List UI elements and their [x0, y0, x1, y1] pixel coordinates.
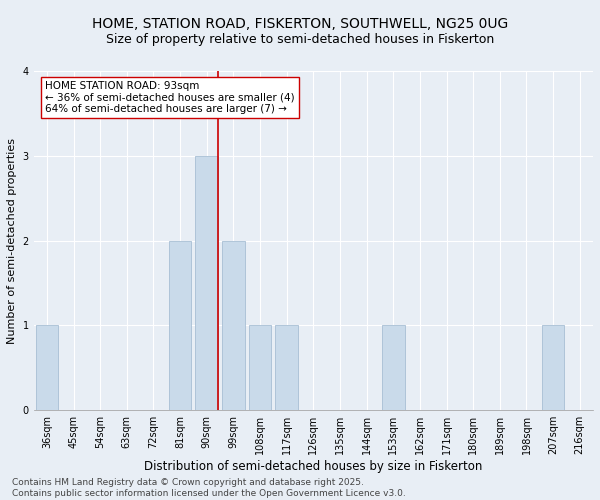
Text: Size of property relative to semi-detached houses in Fiskerton: Size of property relative to semi-detach… — [106, 32, 494, 46]
Text: HOME STATION ROAD: 93sqm
← 36% of semi-detached houses are smaller (4)
64% of se: HOME STATION ROAD: 93sqm ← 36% of semi-d… — [45, 81, 295, 114]
Bar — [222, 240, 245, 410]
Bar — [35, 326, 58, 410]
Text: Contains HM Land Registry data © Crown copyright and database right 2025.
Contai: Contains HM Land Registry data © Crown c… — [12, 478, 406, 498]
X-axis label: Distribution of semi-detached houses by size in Fiskerton: Distribution of semi-detached houses by … — [144, 460, 482, 473]
Bar — [382, 326, 404, 410]
Bar — [169, 240, 191, 410]
Y-axis label: Number of semi-detached properties: Number of semi-detached properties — [7, 138, 17, 344]
Text: HOME, STATION ROAD, FISKERTON, SOUTHWELL, NG25 0UG: HOME, STATION ROAD, FISKERTON, SOUTHWELL… — [92, 18, 508, 32]
Bar — [275, 326, 298, 410]
Bar — [249, 326, 271, 410]
Bar — [542, 326, 565, 410]
Bar — [196, 156, 218, 410]
